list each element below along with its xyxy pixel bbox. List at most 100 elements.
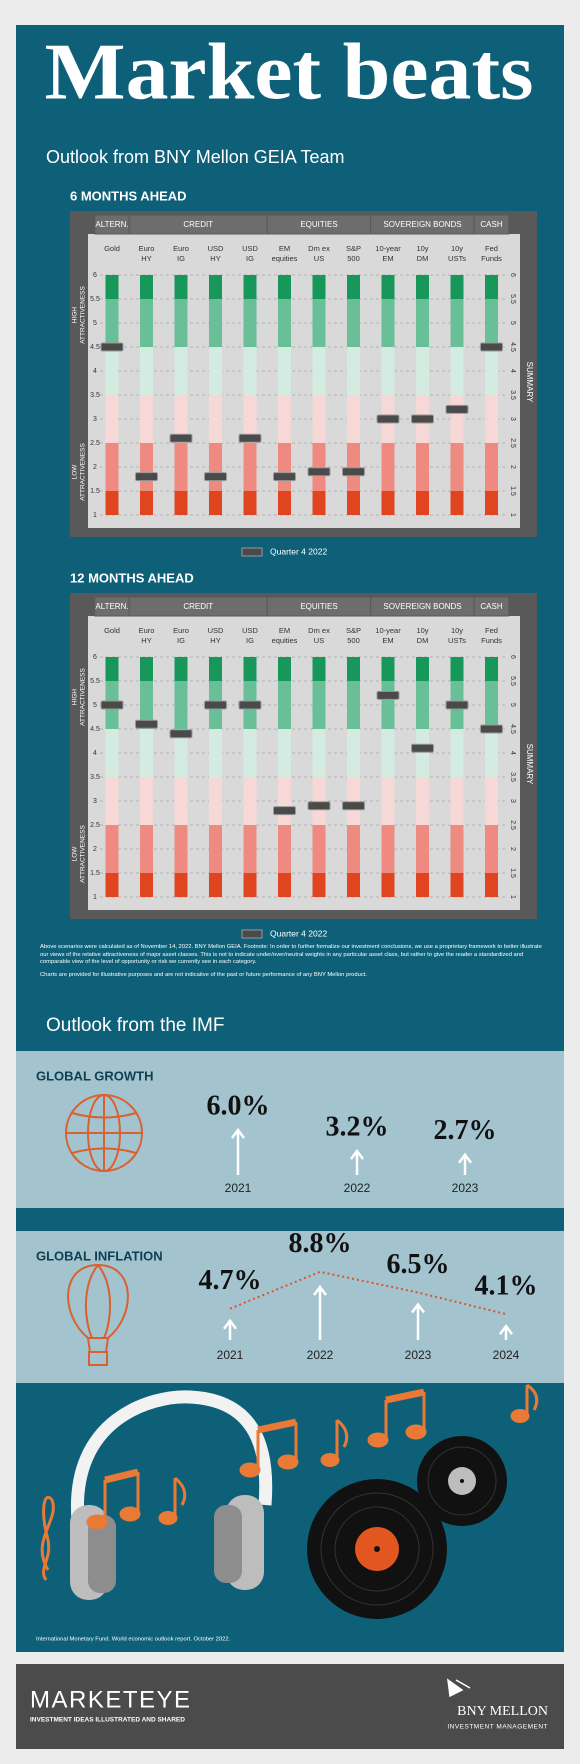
y-tick-label: 4 <box>93 750 97 757</box>
music-notes <box>40 1383 539 1581</box>
scale-band <box>243 347 257 395</box>
scale-band <box>243 777 257 825</box>
source-note: International Monetary Fund. World econo… <box>36 1637 231 1643</box>
category-label: 10-year <box>375 244 401 253</box>
category-label: USD <box>208 244 224 253</box>
value-label: 6.0% <box>207 1090 270 1121</box>
category-label: 10y <box>451 244 463 253</box>
group-header <box>473 596 510 617</box>
inflation-arrow <box>313 1284 327 1340</box>
category-label: S&P <box>346 244 361 253</box>
scale-band <box>416 275 429 299</box>
scale-band <box>485 729 498 777</box>
scale-band <box>347 873 360 897</box>
scale-band <box>278 777 291 825</box>
ear-cup <box>214 1505 242 1583</box>
y-tick-label: 4 <box>509 751 516 755</box>
side-label: ATTRACTIVENESS <box>80 825 87 883</box>
group-label: ALTERN. <box>95 602 128 611</box>
block-title: GLOBAL GROWTH <box>36 1068 153 1083</box>
y-tick-label: 2.5 <box>509 438 516 448</box>
scale-band <box>347 825 360 873</box>
category-label: 500 <box>347 254 360 263</box>
scale-band <box>312 395 326 443</box>
scale-band <box>381 681 395 729</box>
record-groove <box>320 1492 434 1606</box>
scale-band <box>140 681 153 729</box>
category-label: HY <box>141 636 151 645</box>
marker <box>445 700 469 710</box>
scale-band <box>105 657 119 681</box>
category-label: Funds <box>481 254 502 263</box>
group-label: SOVEREIGN BONDS <box>383 602 461 611</box>
value-label: 4.1% <box>475 1271 538 1302</box>
year-label: 2023 <box>405 1348 432 1362</box>
category-label: EM <box>279 244 290 253</box>
scale-band <box>485 873 498 897</box>
growth-band <box>16 1051 564 1208</box>
company-logo <box>447 1678 471 1698</box>
scale-band <box>209 491 222 515</box>
record-groove <box>334 1506 420 1592</box>
scale-band <box>278 825 291 873</box>
y-tick-label: 6 <box>509 273 516 277</box>
scale-band <box>105 347 119 395</box>
marker <box>169 433 193 443</box>
group-label: EQUITIES <box>300 602 337 611</box>
category-label: EM <box>382 254 393 263</box>
balloon-icon <box>67 1263 129 1366</box>
footer <box>16 1664 564 1749</box>
scale-band <box>209 825 222 873</box>
scale-band <box>450 299 464 347</box>
scale-band <box>278 299 291 347</box>
scale-band <box>312 299 326 347</box>
inflation-arrow <box>223 1318 237 1340</box>
y-tick-label: 2 <box>93 846 97 853</box>
category-label: S&P <box>346 626 361 635</box>
scale-band <box>485 777 498 825</box>
category-label: IG <box>177 254 185 263</box>
record-hole <box>374 1546 380 1552</box>
scale-band <box>347 347 360 395</box>
scale-band <box>105 491 119 515</box>
y-tick-label: 3.5 <box>90 392 100 399</box>
scale-band <box>485 347 498 395</box>
y-tick-label: 4.5 <box>90 726 100 733</box>
marker <box>273 472 296 482</box>
marker <box>238 700 262 710</box>
value-label: 4.7% <box>199 1265 262 1296</box>
category-label: DM <box>417 254 429 263</box>
scale-band <box>416 299 429 347</box>
scale-band <box>278 491 291 515</box>
marker <box>411 743 434 753</box>
scale-band <box>312 657 326 681</box>
marker <box>376 414 400 424</box>
y-tick-label: 6 <box>93 654 97 661</box>
category-label: Fed <box>485 626 498 635</box>
scale-band <box>381 275 395 299</box>
category-label: Euro <box>139 626 155 635</box>
y-tick-label: 2 <box>93 464 97 471</box>
scale-band <box>209 729 222 777</box>
year-label: 2021 <box>217 1348 244 1362</box>
scale-band <box>140 491 153 515</box>
legend-label: Quarter 4 2022 <box>270 546 327 556</box>
scale-band <box>209 873 222 897</box>
scale-band <box>381 491 395 515</box>
category-label: Gold <box>104 244 120 253</box>
y-tick-label: 3.5 <box>90 774 100 781</box>
music-illustration <box>40 1383 539 1619</box>
scale-band <box>485 299 498 347</box>
scale-band <box>209 657 222 681</box>
scale-band <box>347 681 360 729</box>
brand: MARKETEYE <box>30 1686 192 1713</box>
group-label: CASH <box>480 220 502 229</box>
scale-band <box>174 299 188 347</box>
scale-band <box>347 777 360 825</box>
category-label: Dm ex <box>308 626 330 635</box>
category-label: USTs <box>448 254 466 263</box>
scale-band <box>381 825 395 873</box>
marker <box>204 700 227 710</box>
marker <box>480 724 503 734</box>
